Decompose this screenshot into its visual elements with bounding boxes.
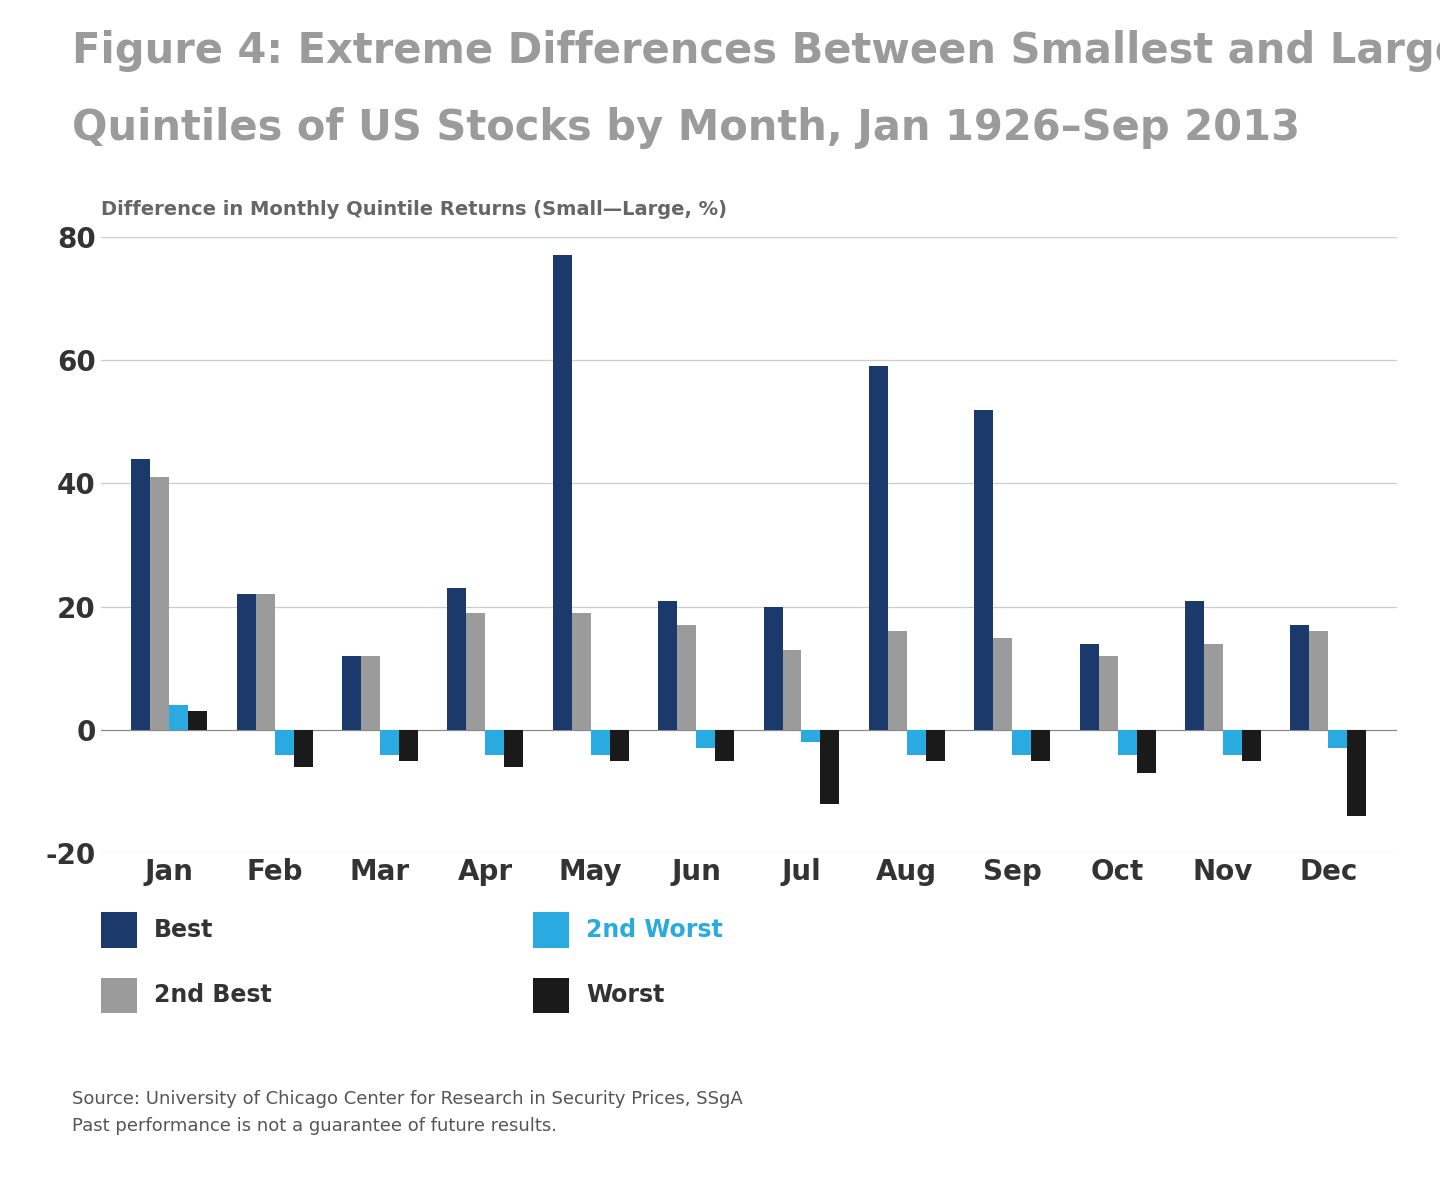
- Bar: [170, 705, 189, 730]
- Bar: [448, 588, 467, 730]
- Bar: [553, 256, 572, 730]
- Bar: [1080, 643, 1099, 730]
- Bar: [1328, 730, 1348, 749]
- Bar: [782, 649, 802, 730]
- Bar: [994, 638, 1012, 730]
- Bar: [609, 730, 629, 761]
- Bar: [275, 730, 294, 755]
- Bar: [380, 730, 399, 755]
- Bar: [1223, 730, 1241, 755]
- Text: Source: University of Chicago Center for Research in Security Prices, SSgA
Past : Source: University of Chicago Center for…: [72, 1090, 743, 1134]
- Bar: [1348, 730, 1367, 816]
- Text: Quintiles of US Stocks by Month, Jan 1926–Sep 2013: Quintiles of US Stocks by Month, Jan 192…: [72, 107, 1300, 148]
- Bar: [975, 410, 994, 730]
- Bar: [189, 711, 207, 730]
- Bar: [763, 607, 782, 730]
- Bar: [343, 656, 361, 730]
- Bar: [572, 613, 590, 730]
- Bar: [399, 730, 418, 761]
- Bar: [1031, 730, 1050, 761]
- Bar: [1012, 730, 1031, 755]
- Bar: [467, 613, 485, 730]
- Bar: [1099, 656, 1117, 730]
- Text: Difference in Monthly Quintile Returns (Small—Large, %): Difference in Monthly Quintile Returns (…: [101, 200, 727, 219]
- Bar: [236, 595, 256, 730]
- Bar: [1117, 730, 1136, 755]
- Bar: [1204, 643, 1223, 730]
- Bar: [361, 656, 380, 730]
- Bar: [1290, 626, 1309, 730]
- Bar: [590, 730, 609, 755]
- Bar: [1241, 730, 1261, 761]
- Bar: [907, 730, 926, 755]
- Bar: [802, 730, 821, 742]
- Bar: [658, 601, 677, 730]
- Bar: [677, 626, 696, 730]
- Text: 2nd Worst: 2nd Worst: [586, 918, 723, 942]
- Bar: [1136, 730, 1155, 773]
- Bar: [821, 730, 840, 803]
- Bar: [696, 730, 716, 749]
- Text: 2nd Best: 2nd Best: [154, 984, 272, 1007]
- Text: Figure 4: Extreme Differences Between Smallest and Largest: Figure 4: Extreme Differences Between Sm…: [72, 30, 1440, 71]
- Bar: [485, 730, 504, 755]
- Text: Worst: Worst: [586, 984, 664, 1007]
- Bar: [1185, 601, 1204, 730]
- Bar: [131, 459, 150, 730]
- Bar: [504, 730, 523, 767]
- Bar: [868, 366, 888, 730]
- Bar: [256, 595, 275, 730]
- Bar: [888, 632, 907, 730]
- Bar: [150, 478, 170, 730]
- Bar: [926, 730, 945, 761]
- Bar: [294, 730, 312, 767]
- Bar: [716, 730, 734, 761]
- Text: Best: Best: [154, 918, 213, 942]
- Bar: [1309, 632, 1328, 730]
